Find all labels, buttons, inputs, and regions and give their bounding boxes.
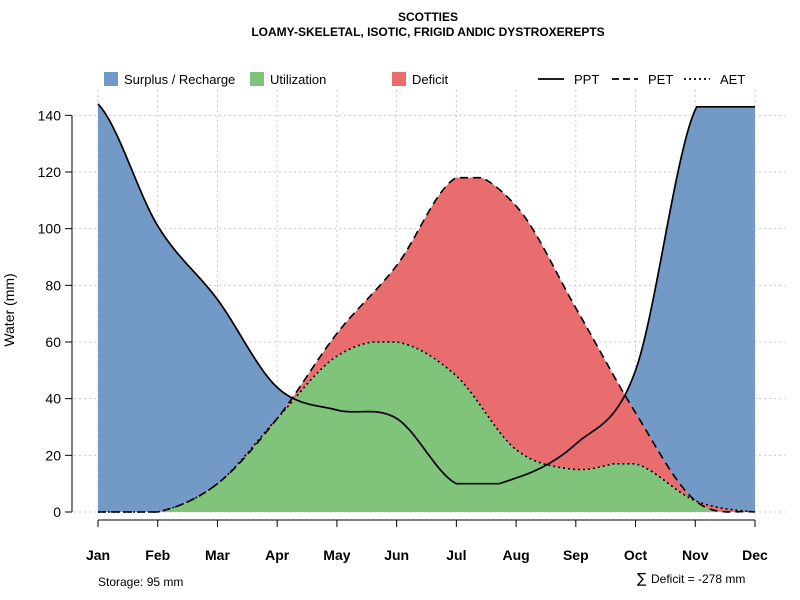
- legend-label: PET: [648, 72, 673, 87]
- y-tick-label: 140: [38, 107, 62, 123]
- series-line-aet: [98, 341, 756, 513]
- deficit-area: [98, 177, 755, 513]
- y-tick-label: 80: [45, 277, 61, 293]
- series-line-ppt: [97, 103, 755, 485]
- y-axis-label: Water (mm): [1, 273, 17, 346]
- x-tick-label: Nov: [682, 547, 709, 563]
- legend-swatch: [104, 72, 118, 86]
- y-tick-label: 100: [38, 221, 62, 237]
- x-tick-label: May: [323, 547, 350, 563]
- axes: 0 20 40 60 80 100 120 140 Jan Feb Mar Apr May Jun Jul A…: [38, 107, 768, 563]
- legend-swatch: [392, 72, 406, 86]
- deficit-sum-icon: ∑: [637, 571, 647, 587]
- y-tick-label: 120: [38, 164, 62, 180]
- legend-label: Surplus / Recharge: [124, 72, 235, 87]
- legend-label: PPT: [574, 72, 599, 87]
- utilization-area: [98, 342, 755, 512]
- area-fills: [98, 104, 755, 513]
- x-tick-label: Apr: [265, 547, 290, 563]
- storage-annotation: Storage: 95 mm: [98, 575, 183, 589]
- chart-title: SCOTTIES: [398, 10, 458, 24]
- legend-swatch: [250, 72, 264, 86]
- chart-subtitle: LOAMY-SKELETAL, ISOTIC, FRIGID ANDIC DYS…: [251, 25, 604, 39]
- surplus-recharge-area: [98, 104, 755, 512]
- x-tick-label: Sep: [563, 547, 589, 563]
- x-tick-label: Jul: [446, 547, 466, 563]
- x-tick-label: Jan: [86, 547, 110, 563]
- y-tick-label: 60: [45, 334, 61, 350]
- x-tick-label: Dec: [742, 547, 768, 563]
- x-tick-label: Oct: [624, 547, 648, 563]
- et-met-area: [98, 399, 755, 512]
- x-tick-label: Aug: [502, 547, 529, 563]
- legend-label: Utilization: [270, 72, 326, 87]
- series-lines: [97, 103, 756, 513]
- legend-label: Deficit: [412, 72, 449, 87]
- deficit-annotation: Deficit = -278 mm: [651, 572, 745, 586]
- x-tick-label: Mar: [205, 547, 230, 563]
- y-tick-label: 0: [53, 504, 61, 520]
- legend-label: AET: [720, 72, 745, 87]
- y-tick-label: 20: [45, 447, 61, 463]
- legend: Surplus / Recharge Utilization Deficit PPT P…: [104, 72, 745, 87]
- y-tick-label: 40: [45, 391, 61, 407]
- x-tick-label: Feb: [145, 547, 170, 563]
- x-tick-label: Jun: [384, 547, 409, 563]
